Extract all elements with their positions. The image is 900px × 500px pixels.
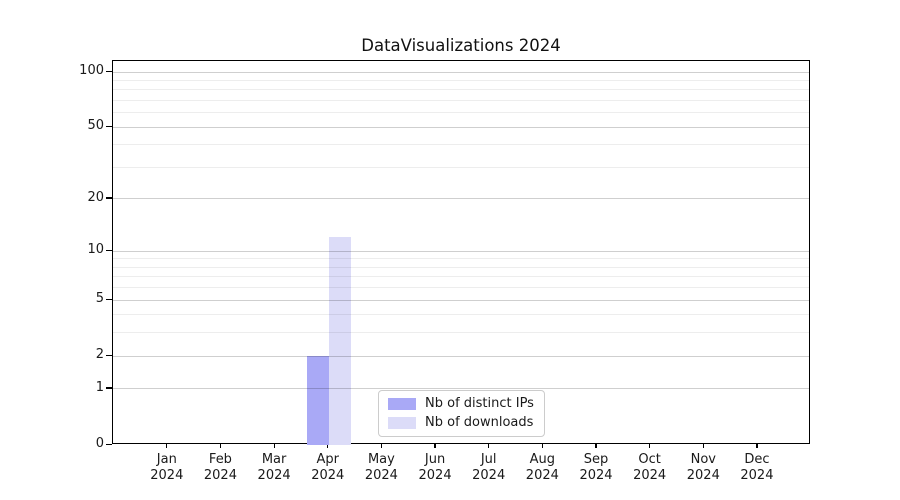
y-tick-label: 10 — [87, 242, 104, 258]
x-tick-label: May 2024 — [364, 452, 398, 483]
y-tick-label: 0 — [95, 436, 104, 451]
y-tick-mark — [106, 125, 112, 127]
y-tick-label: 100 — [79, 63, 104, 78]
y-gridline-minor — [113, 332, 809, 334]
legend-swatch-downloads — [388, 417, 416, 429]
y-tick-mark — [106, 70, 112, 72]
x-tick-label: Aug 2024 — [525, 452, 559, 483]
x-tick-label: Jul 2024 — [472, 452, 506, 483]
x-tick-mark — [649, 444, 651, 448]
y-tick-label: 5 — [95, 291, 104, 307]
y-gridline-major — [113, 198, 809, 200]
legend-item-distinct-ips: Nb of distinct IPs — [388, 397, 534, 411]
y-gridline-major — [113, 355, 809, 357]
legend-label-downloads: Nb of downloads — [425, 415, 534, 430]
y-gridline-major — [113, 71, 809, 73]
y-gridline-minor — [113, 314, 809, 316]
y-tick-mark — [106, 354, 112, 356]
y-gridline-major — [113, 250, 809, 252]
y-tick-label: 1 — [95, 379, 104, 395]
legend-swatch-distinct-ips — [388, 398, 416, 410]
legend-label-distinct-ips: Nb of distinct IPs — [425, 396, 534, 411]
chart-title: DataVisualizations 2024 — [361, 36, 561, 55]
y-gridline-major — [113, 299, 809, 301]
x-tick-label: Dec 2024 — [740, 452, 774, 483]
x-tick-mark — [595, 444, 597, 448]
x-tick-mark — [541, 444, 543, 448]
x-tick-mark — [273, 444, 275, 448]
bar-nb-of-distinct-ips-apr — [306, 355, 329, 445]
x-tick-label: Apr 2024 — [311, 452, 345, 483]
x-tick-label: Feb 2024 — [203, 452, 237, 483]
x-tick-label: Mar 2024 — [257, 452, 291, 483]
x-tick-mark — [488, 444, 490, 448]
plot-area: Nb of distinct IPs Nb of downloads — [112, 60, 810, 445]
y-tick-mark — [106, 298, 112, 300]
y-gridline-minor — [113, 144, 809, 146]
x-tick-mark — [702, 444, 704, 448]
y-tick-mark — [106, 443, 112, 445]
y-tick-label: 20 — [87, 189, 104, 205]
y-tick-mark — [106, 197, 112, 199]
x-tick-label: Nov 2024 — [686, 452, 720, 483]
y-tick-label: 50 — [87, 118, 104, 134]
x-tick-label: Sep 2024 — [579, 452, 613, 483]
legend-item-downloads: Nb of downloads — [388, 416, 534, 430]
bar-nb-of-downloads-apr — [328, 237, 351, 445]
y-gridline-major — [113, 126, 809, 128]
x-tick-mark — [380, 444, 382, 448]
x-tick-label: Jun 2024 — [418, 452, 452, 483]
x-tick-mark — [166, 444, 168, 448]
y-gridline-minor — [113, 258, 809, 260]
x-tick-label: Oct 2024 — [633, 452, 667, 483]
y-gridline-minor — [113, 287, 809, 289]
x-tick-mark — [434, 444, 436, 448]
y-gridline-minor — [113, 99, 809, 101]
y-tick-label: 2 — [95, 347, 104, 363]
y-gridline-minor — [113, 79, 809, 81]
y-tick-mark — [106, 249, 112, 251]
x-tick-mark — [219, 444, 222, 448]
y-gridline-minor — [113, 166, 809, 168]
y-gridline-minor — [113, 112, 809, 114]
x-tick-label: Jan 2024 — [150, 452, 184, 483]
x-tick-mark — [327, 444, 329, 448]
legend: Nb of distinct IPs Nb of downloads — [378, 390, 545, 437]
y-tick-mark — [106, 387, 112, 389]
x-tick-mark — [756, 444, 758, 448]
y-gridline-major — [113, 388, 809, 390]
y-gridline-minor — [113, 276, 809, 278]
y-gridline-minor — [113, 89, 809, 91]
y-gridline-minor — [113, 266, 809, 268]
